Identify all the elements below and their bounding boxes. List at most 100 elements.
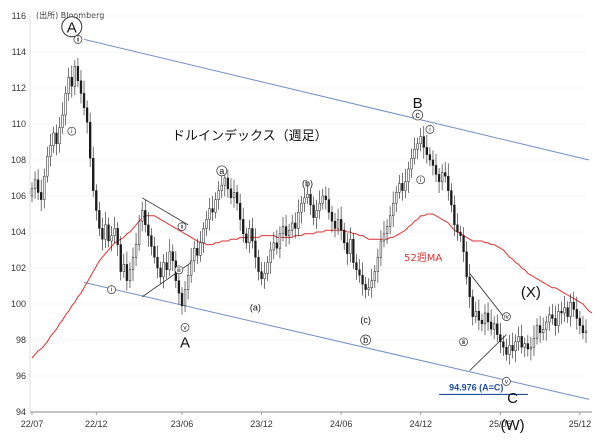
ma-label: 52週MA: [404, 252, 442, 264]
triangle-patterns: [141, 197, 507, 371]
wave-small-3: ⅰ: [111, 287, 113, 294]
channel-lower-line: [83, 281, 590, 400]
candle-body-99: [333, 220, 337, 229]
wave-small-5-circle: [174, 265, 184, 275]
wave-small-8-circle: [416, 175, 426, 185]
candle-body-120: [398, 183, 401, 193]
candle-body-52: [190, 260, 193, 276]
candle-body-117: [388, 215, 392, 227]
candle-body-165: [535, 325, 539, 339]
wave-small-1-circle: [67, 126, 77, 136]
candle-body-38: [147, 224, 150, 236]
candle-body-36: [141, 210, 144, 222]
candle-body-134: [440, 172, 444, 182]
wave-label-B: B: [413, 95, 423, 112]
candle-body-168: [545, 321, 548, 330]
candle-body-37: [144, 210, 147, 226]
y-tick-label-4: 102: [11, 263, 26, 273]
candle-body-130: [428, 154, 432, 161]
candle-body-100: [336, 219, 340, 229]
x-tick-label-6: 25/06: [489, 419, 512, 429]
candle-body-161: [523, 343, 526, 348]
wave-small-11-circle: [502, 377, 511, 386]
wave-small-7-circle: [425, 125, 435, 134]
candle-body-67: [235, 192, 239, 204]
candle-body-39: [150, 235, 153, 247]
candle-body-133: [437, 174, 441, 182]
candle-body-45: [168, 251, 171, 271]
candle-body-121: [401, 183, 404, 191]
candle-body-10: [61, 114, 64, 128]
candle-body-94: [318, 202, 321, 211]
candle-body-50: [183, 289, 187, 307]
candle-body-4: [43, 175, 46, 200]
candle-body-9: [58, 127, 61, 145]
wave-label-A-circled: A: [67, 19, 77, 36]
candle-body-15: [76, 66, 80, 82]
wave-label-a-circled: a: [219, 166, 224, 176]
wave-label-A-circled-circle: [61, 16, 83, 38]
x-tick-label-5: 24/12: [409, 419, 432, 429]
y-tick-label-0: 94: [16, 407, 26, 417]
candle-body-49: [180, 292, 184, 307]
candle-body-175: [566, 307, 569, 317]
candle-body-129: [425, 147, 428, 155]
candle-body-32: [128, 269, 132, 281]
candle-body-101: [339, 219, 343, 231]
candle-body-139: [456, 224, 459, 233]
candle-body-127: [419, 136, 422, 145]
candle-body-3: [40, 192, 43, 200]
candle-body-111: [370, 280, 373, 289]
candle-body-181: [584, 330, 588, 334]
candle-body-164: [532, 337, 536, 348]
candle-body-163: [529, 346, 533, 350]
y-tick-label-3: 100: [11, 299, 26, 309]
candle-body-148: [483, 312, 487, 325]
candle-body-124: [410, 157, 413, 170]
candle-body-88: [300, 202, 303, 213]
candle-body-141: [462, 235, 465, 253]
wave-label-b-circled: b: [363, 335, 368, 345]
wave-small-3-circle: [107, 285, 116, 294]
wave-label-b-circled-circle: [360, 334, 371, 346]
wave-small-7: ⅰ: [429, 126, 431, 133]
candle-body-6: [49, 145, 52, 157]
candle-body-115: [382, 233, 386, 242]
candle-body-1: [33, 179, 37, 190]
candle-body-29: [119, 244, 122, 272]
candle-body-96: [324, 195, 327, 200]
x-tick-labels: 22/07 22/12 23/06 23/12 24/06 24/12 25/06 25/12: [21, 412, 591, 429]
candle-body-90: [306, 193, 309, 199]
candle-body-73: [254, 240, 257, 258]
candle-body-108: [361, 274, 364, 285]
wave-labels: A B A C (W) (X) a (b) (a) (c) b c ⅰ ⅱ ⅰ ⅱ ⅲ ⅴ ⅰ ⅰ ⅲ ⅳ ⅴ: [61, 16, 541, 434]
candle-body-104: [349, 238, 352, 254]
y-tick-label-5: 104: [11, 227, 26, 237]
candle-body-128: [422, 136, 425, 148]
candle-body-152: [496, 323, 499, 335]
x-tick-label-0: 22/07: [21, 419, 44, 429]
candle-body-97: [327, 199, 331, 213]
candle-body-84: [287, 229, 291, 236]
candle-body-131: [431, 159, 435, 166]
candle-body-5: [46, 156, 49, 177]
candle-body-158: [514, 341, 517, 352]
candle-body-105: [352, 238, 355, 263]
y-tick-label-9: 112: [12, 83, 26, 93]
candle-body-25: [107, 224, 110, 242]
wave-small-5: ⅲ: [177, 267, 181, 274]
candle-body-132: [434, 165, 438, 175]
candle-body-40: [153, 246, 156, 258]
candle-body-92: [312, 204, 315, 218]
candle-body-83: [284, 226, 288, 236]
candle-body-53: [193, 247, 196, 262]
candle-body-21: [95, 190, 98, 211]
candle-body-35: [137, 220, 141, 245]
candle-body-64: [226, 177, 230, 190]
candle-body-68: [238, 202, 242, 220]
candle-body-106: [355, 262, 358, 271]
candle-body-114: [379, 240, 383, 258]
candle-body-122: [404, 181, 407, 191]
ma-line: [31, 213, 593, 359]
